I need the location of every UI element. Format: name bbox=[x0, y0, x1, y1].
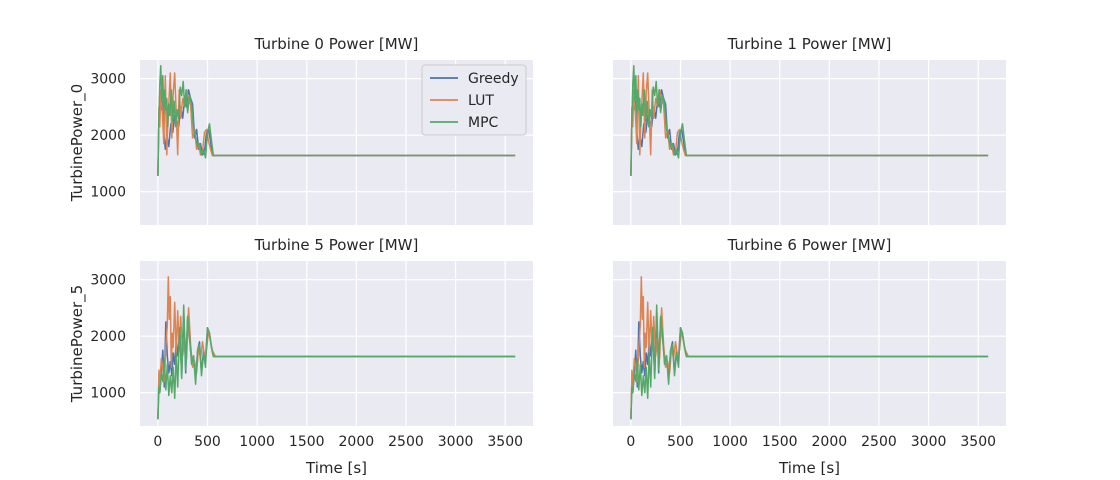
x-tick-label: 3500 bbox=[960, 434, 996, 450]
x-tick-label: 3500 bbox=[487, 434, 523, 450]
plot-area bbox=[140, 261, 533, 426]
panel-title: Turbine 0 Power [MW] bbox=[254, 35, 419, 53]
panel-turbine-1: Turbine 1 Power [MW] bbox=[613, 35, 1006, 225]
x-tick-label: 2000 bbox=[339, 434, 375, 450]
legend-frame bbox=[421, 64, 527, 136]
legend-label-mpc: MPC bbox=[468, 115, 499, 131]
x-tick-label: 3000 bbox=[438, 434, 474, 450]
x-axis-label: Time [s] bbox=[778, 459, 840, 477]
panel-turbine-6: Turbine 6 Power [MW] Time [s] 0 500 1000 15… bbox=[613, 236, 1006, 477]
x-tick-label: 1500 bbox=[289, 434, 325, 450]
x-tick-label: 2000 bbox=[812, 434, 848, 450]
y-tick-label: 2000 bbox=[90, 329, 126, 345]
panel-title: Turbine 5 Power [MW] bbox=[254, 236, 419, 254]
x-tick-label: 2500 bbox=[861, 434, 897, 450]
x-tick-label: 0 bbox=[153, 434, 162, 450]
series-line-lut bbox=[630, 72, 989, 176]
y-axis-label: TurbinePower_0 bbox=[68, 84, 87, 202]
x-tick-label: 500 bbox=[194, 434, 221, 450]
x-axis-label: Time [s] bbox=[305, 459, 367, 477]
panel-turbine-5: Turbine 5 Power [MW] TurbinePower_5 Time… bbox=[68, 236, 533, 477]
y-tick-label: 1000 bbox=[90, 386, 126, 402]
x-tick-label: 3000 bbox=[911, 434, 947, 450]
y-axis-label: TurbinePower_5 bbox=[68, 285, 87, 403]
legend-label-greedy: Greedy bbox=[468, 71, 519, 87]
y-tick-label: 2000 bbox=[90, 128, 126, 144]
series-line-mpc bbox=[630, 64, 989, 176]
y-tick-label: 3000 bbox=[90, 72, 126, 88]
series-line-mpc bbox=[630, 304, 989, 420]
x-tick-label: 500 bbox=[667, 434, 694, 450]
legend: Greedy LUT MPC bbox=[421, 64, 527, 136]
series-line-mpc bbox=[157, 304, 516, 420]
panel-turbine-0: Turbine 0 Power [MW] TurbinePower_0 1000… bbox=[68, 35, 533, 225]
x-tick-label: 2500 bbox=[388, 434, 424, 450]
x-tick-label: 1000 bbox=[712, 434, 748, 450]
y-tick-label: 3000 bbox=[90, 273, 126, 289]
x-tick-label: 0 bbox=[626, 434, 635, 450]
legend-label-lut: LUT bbox=[468, 93, 494, 109]
plot-area bbox=[613, 60, 1006, 225]
x-tick-label: 1500 bbox=[762, 434, 798, 450]
plot-area bbox=[613, 261, 1006, 426]
series-line-lut bbox=[157, 72, 516, 176]
x-tick-label: 1000 bbox=[239, 434, 275, 450]
panel-title: Turbine 6 Power [MW] bbox=[727, 236, 892, 254]
series-line-mpc bbox=[157, 64, 516, 176]
y-tick-label: 1000 bbox=[90, 185, 126, 201]
panel-title: Turbine 1 Power [MW] bbox=[727, 35, 892, 53]
